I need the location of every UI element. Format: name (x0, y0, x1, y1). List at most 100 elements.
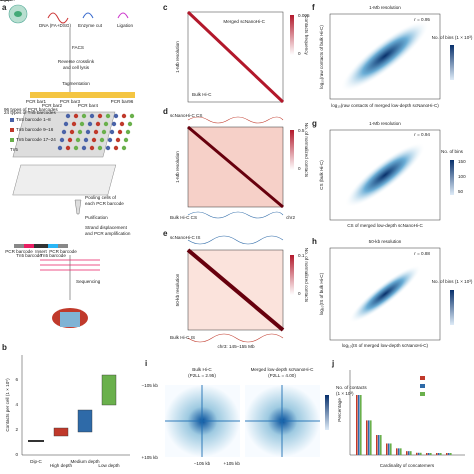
label: PCR bar4 (78, 103, 99, 108)
label: PCR bar96 (111, 99, 134, 104)
label: chr3: 145–155 Mb (217, 344, 254, 349)
well (89, 113, 95, 119)
well (95, 121, 101, 127)
well (75, 137, 81, 143)
well (59, 137, 65, 143)
label: scNanoHi-C CS (170, 113, 202, 118)
well (109, 129, 115, 135)
well (121, 145, 127, 151)
well (57, 145, 63, 151)
well (69, 129, 75, 135)
label: Bulk Hi-C CS (170, 215, 197, 220)
label: No. of contacts (336, 385, 367, 390)
well (97, 145, 103, 151)
well (93, 129, 99, 135)
well (117, 129, 123, 135)
label: log₁₀(raw contacts of merged low-depth s… (331, 103, 439, 108)
concatemer-bar (448, 453, 450, 455)
well (105, 145, 111, 151)
label: FACS (72, 45, 84, 50)
well (87, 121, 93, 127)
label: r = 0.94 (414, 132, 430, 137)
well (127, 121, 133, 127)
well (123, 137, 129, 143)
label: chr2 (286, 215, 295, 220)
label: Tagmentation (62, 81, 90, 86)
label: +105 kb (142, 455, 159, 460)
concatemer-bar (396, 448, 398, 455)
label: Cardinality of concatemers (380, 463, 435, 468)
label: 96 types of PCR barcodes (4, 107, 58, 112)
label: 1-Mb resolution (369, 121, 401, 126)
panel-label: c (163, 3, 168, 12)
well (105, 113, 111, 119)
label: Tn5 barcode 9–16 (16, 127, 54, 132)
concatemer-bar (358, 395, 360, 455)
panel-label: a (2, 3, 7, 12)
label: Merged low-depth scNanoHi-C (251, 367, 314, 372)
label: (P2LL = 4.00) (268, 373, 296, 378)
well (129, 113, 135, 119)
label: PCR bar1 (26, 99, 47, 104)
concatemer-bar (440, 453, 442, 455)
well (77, 129, 83, 135)
well (97, 113, 103, 119)
panel-label: g (312, 119, 317, 128)
concatemer-bar (388, 443, 390, 455)
concatemer-bar (406, 451, 408, 455)
label: Tn5 barcode (16, 253, 42, 258)
label: scNanoHi-C IS (170, 235, 200, 240)
label: 0 (298, 51, 301, 56)
concatemer-bar (398, 448, 400, 455)
panel-label: j (331, 359, 334, 368)
label: r = 0.88 (414, 251, 430, 256)
label: Low depth (98, 463, 120, 468)
well (89, 145, 95, 151)
label: 4 (15, 402, 18, 407)
label: PCR bar3 (60, 99, 81, 104)
label: Merged scNanoHi-C (223, 19, 265, 24)
well (113, 145, 119, 151)
concatemer-bar (420, 452, 422, 455)
label: No. of normalized contacts (304, 248, 309, 303)
concatemer-bar (436, 453, 438, 455)
label: Low depth (0, 0, 11, 2)
well (107, 137, 113, 143)
label: 0 (298, 166, 301, 171)
well (101, 129, 107, 135)
label: −105 kb (194, 461, 211, 466)
label: 1-Mb resolution (175, 41, 180, 73)
label: 0.1 (298, 253, 305, 258)
well (61, 129, 67, 135)
concatemer-bar (400, 448, 402, 455)
label: No. of bins (441, 149, 464, 154)
well (121, 113, 127, 119)
label: Dip-C (30, 459, 42, 464)
label: Medium depth (0, 0, 15, 2)
label: Sequencing (76, 279, 101, 284)
concatemer-bar (426, 453, 428, 455)
decor (8, 4, 465, 457)
label: CS of merged low-depth scNanoHi-C (347, 223, 423, 228)
concatemer-bar (386, 443, 388, 455)
label: 50-kb resolution (175, 273, 180, 306)
label: Purification (85, 215, 108, 220)
concatemer-bar (390, 443, 392, 455)
label: log₁₀(IS of bulk Hi-C) (319, 272, 324, 315)
label: 0 (298, 291, 301, 296)
label: Percentage (337, 398, 342, 422)
label: Pooling cells of (85, 195, 117, 200)
label: (1 × 10³) (336, 391, 354, 396)
label: Insert (35, 249, 47, 254)
concatemer-bar (366, 420, 368, 455)
well (113, 113, 119, 119)
label: PCR barcode (5, 249, 33, 254)
well (65, 113, 71, 119)
label: and PCR amplification (85, 231, 131, 236)
concatemer-bar (418, 452, 420, 455)
label: 100 (458, 174, 466, 179)
concatemer-bar (416, 452, 418, 455)
label: Reverse crosslink (58, 59, 95, 64)
well (85, 129, 91, 135)
